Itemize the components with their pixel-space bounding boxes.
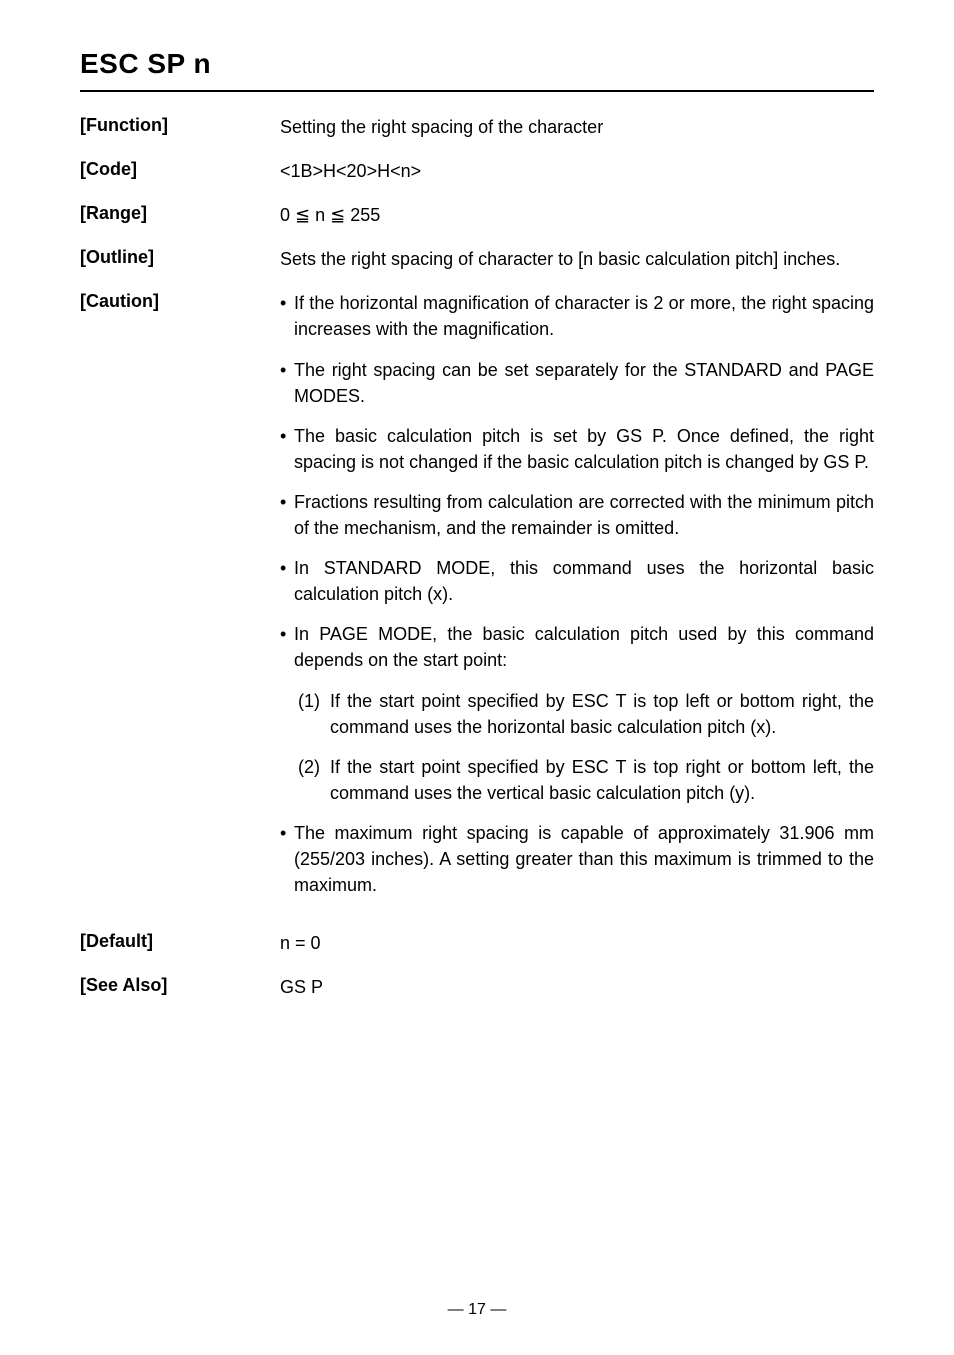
caution-numbered-1: (2) If the start point specified by ESC … [298, 754, 874, 806]
row-code: [Code] <1B>H<20>H<n> [80, 158, 874, 184]
page-number: — 17 — [0, 1301, 954, 1319]
caution-numbered-0: (1) If the start point specified by ESC … [298, 688, 874, 740]
caution-numbered-1-num: (2) [298, 754, 320, 780]
caution-bullet-0: If the horizontal magnification of chara… [280, 290, 874, 342]
caution-final-bullet: The maximum right spacing is capable of … [280, 820, 874, 898]
caution-numbered-1-text: If the start point specified by ESC T is… [330, 757, 874, 803]
label-function: [Function] [80, 114, 280, 140]
title-rule [80, 90, 874, 92]
caution-bullets: If the horizontal magnification of chara… [280, 290, 874, 673]
row-range: [Range] 0 ≦ n ≦ 255 [80, 202, 874, 228]
value-caution: If the horizontal magnification of chara… [280, 290, 874, 912]
caution-final-bullet-list: The maximum right spacing is capable of … [280, 820, 874, 898]
text-code: <1B>H<20>H<n> [280, 158, 874, 184]
caution-bullet-4: In STANDARD MODE, this command uses the … [280, 555, 874, 607]
row-seealso: [See Also] GS P [80, 974, 874, 1000]
row-caution: [Caution] If the horizontal magnificatio… [80, 290, 874, 912]
value-range: 0 ≦ n ≦ 255 [280, 202, 874, 228]
text-default: n = 0 [280, 930, 874, 956]
text-outline: Sets the right spacing of character to [… [280, 246, 874, 272]
text-range: 0 ≦ n ≦ 255 [280, 202, 874, 228]
row-outline: [Outline] Sets the right spacing of char… [80, 246, 874, 272]
text-function: Setting the right spacing of the charact… [280, 114, 874, 140]
caution-bullet-2: The basic calculation pitch is set by GS… [280, 423, 874, 475]
label-range: [Range] [80, 202, 280, 228]
label-default: [Default] [80, 930, 280, 956]
caution-bullet-1: The right spacing can be set separately … [280, 357, 874, 409]
value-default: n = 0 [280, 930, 874, 956]
value-seealso: GS P [280, 974, 874, 1000]
label-code: [Code] [80, 158, 280, 184]
value-code: <1B>H<20>H<n> [280, 158, 874, 184]
label-caution: [Caution] [80, 290, 280, 912]
caution-bullet-3: Fractions resulting from calculation are… [280, 489, 874, 541]
caution-numbered-0-num: (1) [298, 688, 320, 714]
value-outline: Sets the right spacing of character to [… [280, 246, 874, 272]
caution-numbered-0-text: If the start point specified by ESC T is… [330, 691, 874, 737]
text-seealso: GS P [280, 974, 874, 1000]
row-default: [Default] n = 0 [80, 930, 874, 956]
command-title: ESC SP n [80, 48, 874, 80]
label-outline: [Outline] [80, 246, 280, 272]
value-function: Setting the right spacing of the charact… [280, 114, 874, 140]
caution-bullet-5: In PAGE MODE, the basic calculation pitc… [280, 621, 874, 673]
page-container: ESC SP n [Function] Setting the right sp… [0, 0, 954, 1355]
label-seealso: [See Also] [80, 974, 280, 1000]
row-function: [Function] Setting the right spacing of … [80, 114, 874, 140]
caution-numbered: (1) If the start point specified by ESC … [280, 688, 874, 806]
